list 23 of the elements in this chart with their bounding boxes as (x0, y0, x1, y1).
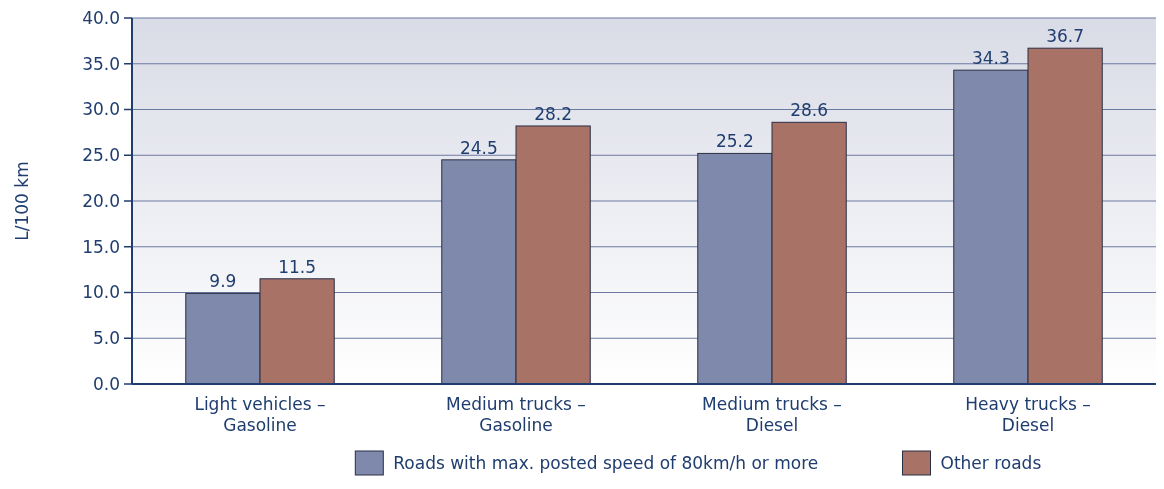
x-tick-label: Medium trucks – Diesel (702, 394, 842, 435)
y-tick-label: 0.0 (92, 373, 120, 394)
x-tick-label: Light vehicles – Gasoline (194, 394, 326, 435)
data-label: 11.5 (278, 256, 317, 277)
y-tick-label: 15.0 (82, 236, 120, 257)
data-label: 9.9 (209, 271, 237, 292)
legend-label: Roads with max. posted speed of 80km/h or more (393, 452, 819, 473)
x-tick-label: Medium trucks – Gasoline (446, 394, 586, 435)
y-tick-label: 40.0 (82, 7, 120, 28)
y-axis-title: L/100 km (12, 161, 32, 241)
y-tick-label: 20.0 (82, 190, 120, 211)
x-tick-label: Heavy trucks – Diesel (965, 394, 1091, 435)
data-label: 36.7 (1046, 26, 1085, 47)
data-label: 28.2 (534, 103, 573, 124)
y-tick-label: 35.0 (82, 53, 120, 74)
legend-label: Other roads (940, 452, 1042, 473)
y-tick-label: 30.0 (82, 99, 120, 120)
y-tick-label: 10.0 (82, 282, 120, 303)
y-tick-label: 5.0 (92, 328, 120, 349)
y-tick-label: 25.0 (82, 145, 120, 166)
data-label: 34.3 (971, 48, 1010, 69)
data-label: 24.5 (459, 137, 498, 158)
data-label: 25.2 (715, 131, 754, 152)
